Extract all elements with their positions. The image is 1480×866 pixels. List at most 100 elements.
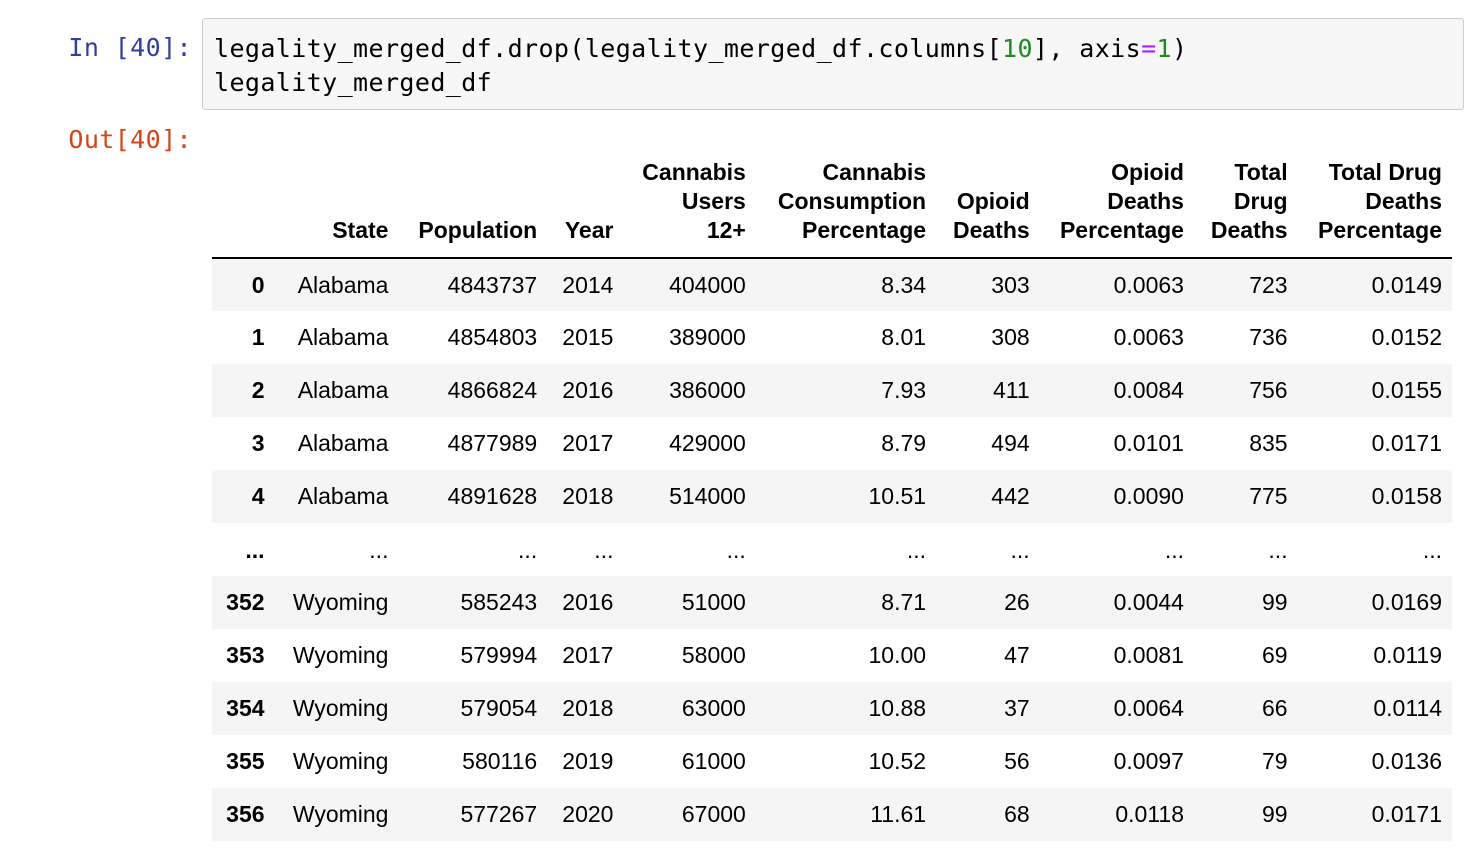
- code-number-literal: 10: [1002, 34, 1033, 63]
- table-cell: 0.0136: [1371, 748, 1442, 774]
- table-cell: 404000: [669, 271, 746, 298]
- table-row: 355 Wyoming 580116 2019 61000 10.52 56 0.0097 79…: [212, 735, 1452, 788]
- index-header: [212, 150, 275, 259]
- table-cell: 303: [991, 271, 1030, 298]
- code-operator: =: [1141, 34, 1157, 63]
- table-cell: 7.93: [881, 377, 927, 403]
- row-index: 352: [226, 589, 265, 615]
- table-body: 0 Alabama 4843737 2014 404000 8.34 303 0.0063 72…: [212, 258, 1452, 841]
- table-cell: Wyoming: [292, 642, 389, 668]
- table-cell: Alabama: [297, 377, 389, 403]
- column-header: State: [274, 150, 399, 259]
- column-header-line: Consumption: [777, 188, 927, 214]
- table-cell: 8.34: [881, 271, 927, 298]
- table-cell: Wyoming: [292, 801, 389, 827]
- table-cell: 4877989: [447, 430, 538, 456]
- table-cell: 37: [1004, 695, 1030, 721]
- table-row: 1 Alabama 4854803 2015 389000 8.01 308 0.0063 73…: [212, 311, 1452, 364]
- row-index: 354: [226, 695, 265, 721]
- table-cell: Wyoming: [292, 589, 389, 615]
- table-cell: ...: [726, 537, 746, 563]
- table-cell: 2018: [562, 483, 614, 509]
- column-header-line: Opioid: [1111, 159, 1184, 185]
- table-cell: 0.0119: [1373, 642, 1442, 668]
- output-prompt: Out[40]:: [68, 125, 192, 154]
- table-cell: 10.88: [868, 695, 927, 721]
- column-header-line: Percentage: [802, 217, 927, 243]
- table-cell: 11.61: [870, 801, 927, 827]
- table-cell: 0.0171: [1371, 430, 1442, 456]
- table-cell: ...: [1010, 537, 1030, 563]
- row-index: 353: [226, 642, 265, 668]
- table-cell: Alabama: [297, 324, 389, 350]
- table-cell: 79: [1262, 748, 1288, 774]
- table-cell: 4891628: [447, 483, 538, 509]
- table-cell: 775: [1249, 483, 1288, 509]
- column-header-line: Deaths: [1210, 217, 1288, 243]
- table-cell: 10.51: [868, 483, 927, 509]
- table-cell: 99: [1262, 801, 1288, 827]
- table-cell: 2017: [562, 642, 614, 668]
- column-header-line: Users: [681, 188, 746, 214]
- column-header: Year: [547, 150, 624, 259]
- table-cell: Alabama: [297, 271, 389, 298]
- table-cell: 580116: [462, 748, 538, 774]
- column-header-line: Opioid: [956, 188, 1030, 214]
- table-row: 0 Alabama 4843737 2014 404000 8.34 303 0.0063 72…: [212, 258, 1452, 311]
- row-index: 1: [251, 324, 265, 350]
- table-cell: ...: [369, 537, 389, 563]
- table-cell: 0.0044: [1113, 589, 1184, 615]
- table-cell: Alabama: [297, 430, 389, 456]
- table-cell: ...: [594, 537, 614, 563]
- column-header-line: State: [332, 217, 389, 243]
- column-header: Cannabis Consumption Percentage: [755, 150, 937, 259]
- table-cell: 577267: [460, 801, 538, 827]
- table-cell: ...: [1268, 537, 1288, 563]
- column-header-line: Deaths: [1365, 188, 1442, 214]
- table-cell: 2016: [562, 589, 614, 615]
- table-row: 356 Wyoming 577267 2020 67000 11.61 68 0.0118 99…: [212, 788, 1452, 841]
- column-header-line: Deaths: [1107, 188, 1184, 214]
- table-cell: 0.0084: [1113, 377, 1184, 403]
- table-cell: 0.0118: [1115, 801, 1184, 827]
- column-header: Opioid Deaths Percentage: [1039, 150, 1194, 259]
- column-header: Total Drug Deaths Percentage: [1297, 150, 1452, 259]
- table-cell: 585243: [460, 589, 538, 615]
- table-cell: 67000: [681, 801, 746, 827]
- header-row: State Population Year Cannabis Users 12+ Canna…: [212, 150, 1452, 259]
- table-cell: ...: [906, 537, 927, 563]
- table-cell: 51000: [681, 589, 746, 615]
- row-index: 3: [251, 430, 265, 456]
- table-cell: 4866824: [447, 377, 538, 403]
- code-text: ], axis: [1032, 34, 1142, 63]
- table-cell: 494: [991, 430, 1030, 456]
- row-index: 356: [226, 801, 265, 827]
- table-cell: 411: [993, 377, 1030, 403]
- code-number-literal: 1: [1156, 34, 1172, 63]
- table-cell: 0.0169: [1371, 589, 1442, 615]
- table-cell: 579994: [460, 642, 538, 668]
- column-header-line: Population: [418, 217, 538, 243]
- row-index: 2: [251, 377, 265, 403]
- table-cell: 56: [1004, 748, 1030, 774]
- code-text: ): [1172, 34, 1188, 63]
- table-cell: 0.0097: [1113, 748, 1184, 774]
- ellipsis-row: ..............................: [212, 523, 1452, 576]
- table-cell: 308: [991, 324, 1030, 350]
- table-cell: 0.0063: [1113, 271, 1184, 298]
- table-cell: 2014: [562, 271, 614, 298]
- table-cell: 10.00: [868, 642, 927, 668]
- code-cell-editor[interactable]: legality_merged_df.drop(legality_merged_…: [202, 18, 1464, 110]
- table-row: 2 Alabama 4866824 2016 386000 7.93 411 0.0084 75…: [212, 364, 1452, 417]
- table-cell: 8.71: [881, 589, 927, 615]
- table-cell: 99: [1262, 589, 1288, 615]
- column-header: Cannabis Users 12+: [623, 150, 756, 259]
- table-cell: 442: [991, 483, 1030, 509]
- table-cell: 63000: [681, 695, 746, 721]
- table-row: 354 Wyoming 579054 2018 63000 10.88 37 0.0064 66…: [212, 682, 1452, 735]
- table-cell: 0.0101: [1113, 430, 1184, 456]
- column-header-line: Total Drug: [1328, 159, 1442, 185]
- column-header-line: Percentage: [1317, 217, 1442, 243]
- table-cell: Alabama: [297, 483, 389, 509]
- table-cell: Wyoming: [292, 748, 389, 774]
